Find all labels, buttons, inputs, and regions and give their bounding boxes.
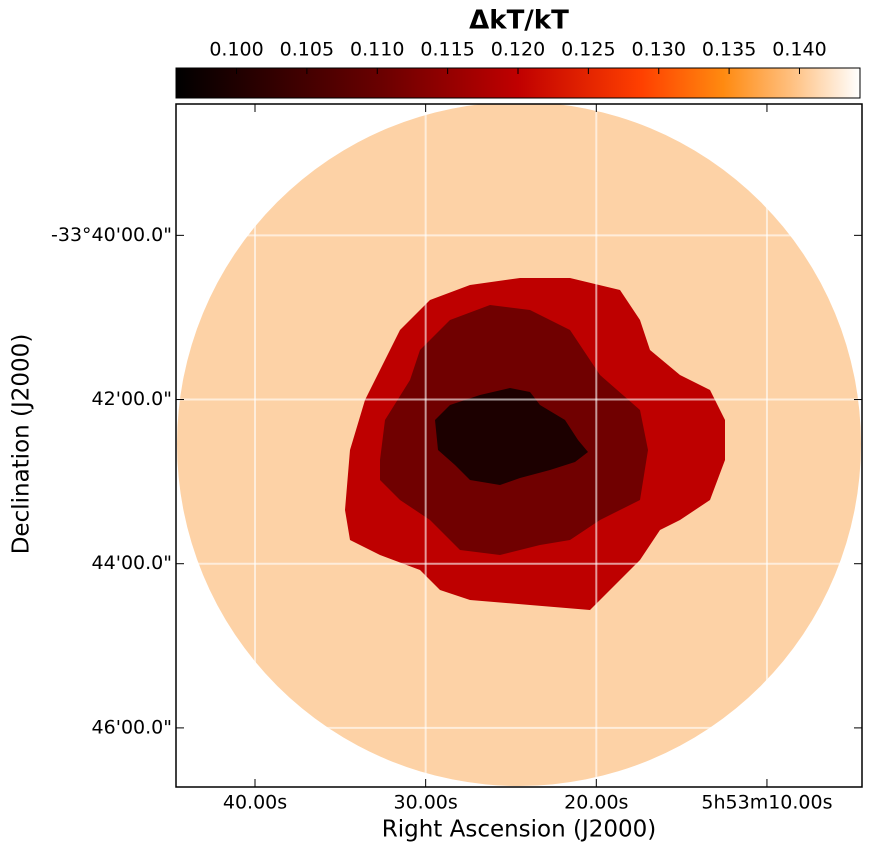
colorbar-tick-label: 0.140 (772, 39, 826, 61)
plot-area (176, 104, 862, 787)
colorbar-tick-label: 0.110 (350, 39, 404, 61)
x-tick-label: 20.00s (564, 792, 628, 814)
colorbar-tick-label: 0.115 (420, 39, 474, 61)
image-region (435, 388, 588, 485)
x-axis-title: Right Ascension (J2000) (382, 817, 657, 843)
y-tick-label: 42'00.0" (92, 388, 172, 410)
y-tick-label: 44'00.0" (92, 552, 172, 574)
x-tick-label: 40.00s (223, 792, 287, 814)
y-tick-label: 46'00.0" (92, 716, 172, 738)
colorbar-title: ΔkT/kT (469, 6, 569, 36)
x-tick-label: 5h53m10.00s (701, 792, 832, 814)
colorbar-tick-label: 0.120 (491, 39, 545, 61)
colorbar-tick-label: 0.125 (561, 39, 615, 61)
y-tick-label: -33°40'00.0" (51, 224, 172, 246)
colorbar-tick-label: 0.105 (280, 39, 334, 61)
plot-frame (175, 103, 863, 788)
colorbar-tick-label: 0.130 (632, 39, 686, 61)
y-axis-title: Declination (J2000) (9, 334, 35, 555)
colorbar-tick-label: 0.135 (702, 39, 756, 61)
colorbar-tick-label: 0.100 (209, 39, 263, 61)
x-tick-label: 30.00s (394, 792, 458, 814)
